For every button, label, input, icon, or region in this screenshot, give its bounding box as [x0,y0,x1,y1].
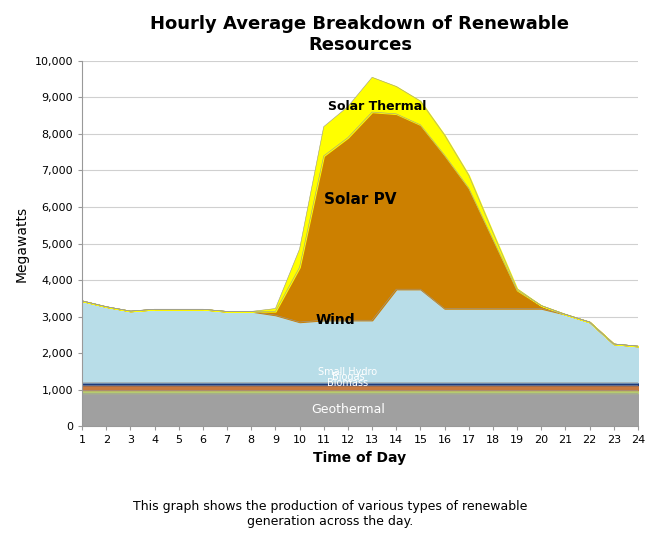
X-axis label: Time of Day: Time of Day [314,451,407,465]
Text: Solar PV: Solar PV [323,192,396,207]
Text: Small Hydro: Small Hydro [318,367,378,377]
Text: Wind: Wind [316,313,356,327]
Text: Geothermal: Geothermal [311,403,385,416]
Title: Hourly Average Breakdown of Renewable
Resources: Hourly Average Breakdown of Renewable Re… [150,15,570,54]
Text: This graph shows the production of various types of renewable
generation across : This graph shows the production of vario… [133,500,527,528]
Y-axis label: Megawatts: Megawatts [15,205,29,281]
Text: Biogas: Biogas [331,372,364,382]
Text: Solar Thermal: Solar Thermal [328,100,426,113]
Text: Biomass: Biomass [327,378,368,388]
